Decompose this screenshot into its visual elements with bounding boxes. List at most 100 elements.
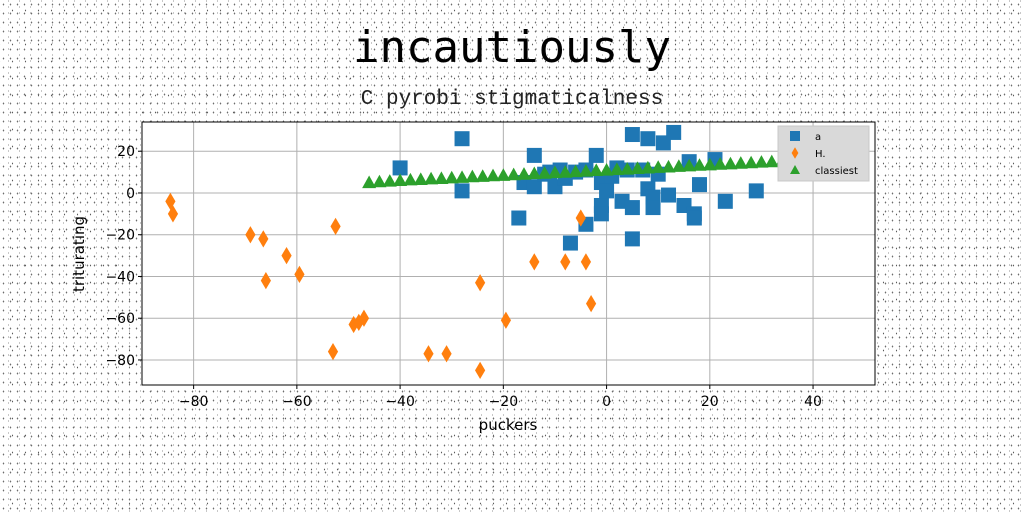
- data-point: [575, 209, 586, 227]
- data-point: [434, 171, 449, 184]
- data-point: [475, 169, 490, 182]
- data-point: [258, 230, 269, 248]
- series-diamond: [165, 192, 597, 380]
- x-tick-label: −80: [179, 394, 209, 410]
- data-point: [717, 193, 733, 209]
- data-point: [754, 155, 769, 168]
- data-point: [624, 231, 640, 247]
- data-point: [516, 167, 531, 180]
- data-point: [624, 200, 640, 216]
- data-point: [589, 163, 604, 177]
- data-point: [441, 345, 452, 363]
- data-point: [455, 170, 470, 183]
- data-point: [733, 156, 748, 169]
- data-point: [547, 165, 562, 179]
- data-point: [486, 168, 501, 182]
- data-point: [475, 274, 486, 292]
- data-point: [529, 253, 540, 271]
- legend-label: H.: [815, 149, 826, 160]
- data-point: [744, 155, 759, 169]
- data-point: [599, 183, 615, 199]
- series-square: [392, 124, 764, 251]
- y-tick-label: 0: [126, 186, 135, 202]
- data-point: [475, 361, 486, 380]
- data-point: [640, 160, 655, 174]
- data-point: [713, 157, 728, 170]
- y-tick-label: −60: [105, 311, 135, 327]
- data-point: [511, 210, 527, 226]
- data-point: [372, 174, 387, 188]
- data-point: [281, 246, 292, 265]
- legend-label: a: [815, 132, 821, 143]
- data-point: [424, 171, 439, 185]
- data-point: [588, 147, 604, 163]
- data-point: [702, 157, 717, 171]
- data-point: [580, 253, 592, 271]
- data-point: [526, 147, 542, 163]
- legend-marker: [790, 131, 800, 141]
- data-point: [692, 158, 707, 171]
- x-tick-label: −40: [385, 394, 415, 410]
- series-triangle: [362, 150, 852, 189]
- data-point: [624, 127, 640, 143]
- data-point: [393, 173, 408, 187]
- axis-ticks: −80 −60 −40 −20 0 20 40 −80 −60 −40 −20 0 20: [105, 144, 822, 410]
- data-point: [423, 345, 434, 363]
- data-point: [560, 253, 571, 271]
- legend: a H. classiest: [777, 125, 870, 182]
- data-point: [593, 206, 609, 222]
- y-tick-label: 20: [117, 144, 135, 160]
- data-point: [671, 159, 686, 172]
- x-tick-label: −60: [282, 394, 312, 410]
- chart-title: incautiously: [353, 22, 671, 73]
- data-point: [661, 187, 677, 203]
- data-point: [348, 315, 359, 334]
- data-point: [578, 164, 593, 177]
- chart-subtitle: C pyrobi stigmaticalness: [360, 88, 664, 111]
- data-point: [444, 170, 459, 184]
- y-tick-label: −20: [105, 228, 135, 244]
- data-point: [167, 205, 179, 223]
- data-point: [599, 163, 614, 176]
- plot-background: [142, 122, 875, 385]
- data-point: [645, 200, 661, 216]
- data-point: [527, 166, 542, 180]
- x-tick-label: 40: [804, 394, 822, 410]
- data-point: [686, 210, 702, 226]
- data-point: [454, 183, 470, 199]
- data-point: [585, 294, 597, 313]
- data-point: [353, 313, 364, 332]
- legend-marker: [790, 165, 800, 174]
- data-point: [454, 131, 470, 147]
- data-point: [558, 165, 573, 178]
- y-axis-label: triturating: [70, 216, 88, 292]
- x-tick-label: −20: [489, 394, 519, 410]
- data-point: [465, 169, 480, 183]
- y-tick-label: −40: [105, 269, 135, 285]
- legend-label: classiest: [815, 166, 858, 177]
- x-tick-label: 0: [602, 394, 611, 410]
- data-point: [651, 160, 666, 173]
- legend-marker: [791, 147, 799, 159]
- data-point: [382, 174, 397, 187]
- plot-frame: [141, 121, 876, 386]
- data-point: [500, 311, 512, 329]
- data-point: [362, 175, 377, 189]
- data-point: [413, 172, 428, 186]
- data-point: [620, 161, 635, 175]
- data-point: [496, 168, 511, 181]
- data-point: [526, 179, 542, 195]
- data-point: [568, 164, 583, 178]
- data-point: [537, 166, 552, 179]
- data-point: [403, 172, 418, 186]
- y-tick-label: −80: [105, 353, 135, 369]
- data-point: [562, 235, 578, 251]
- x-axis-label: puckers: [479, 416, 538, 434]
- data-point: [260, 272, 271, 290]
- data-point: [358, 309, 370, 327]
- data-marks: [165, 124, 852, 380]
- data-point: [661, 159, 676, 173]
- data-point: [506, 167, 521, 181]
- x-tick-label: 20: [701, 394, 719, 410]
